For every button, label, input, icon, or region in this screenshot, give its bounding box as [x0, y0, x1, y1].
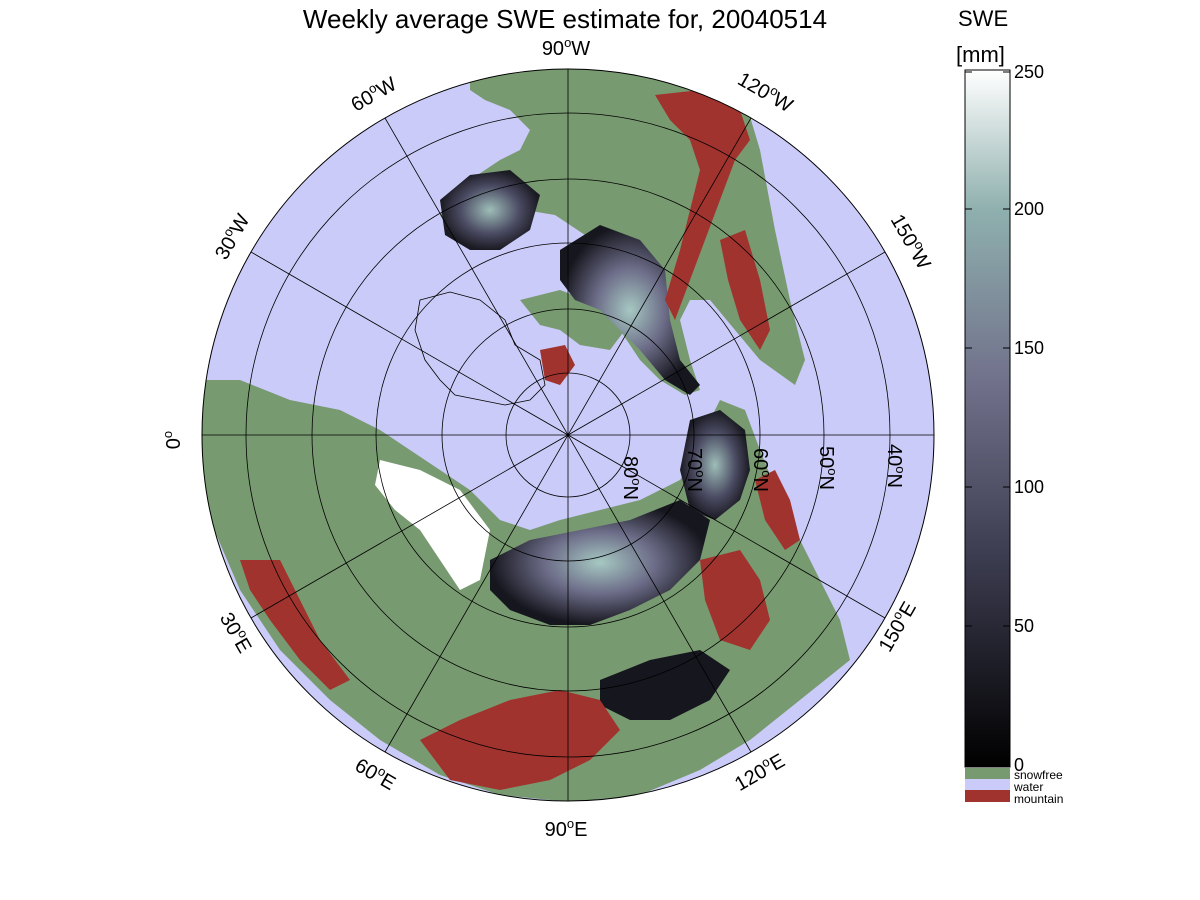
unclassified-snow-patch	[375, 460, 490, 590]
legend-swatch-water	[965, 779, 1010, 790]
legend-label-water: water	[1013, 780, 1043, 794]
lon-label-120w: 120oW	[734, 66, 798, 117]
colorbar-title-line2: [mm]	[956, 42, 1005, 67]
legend-swatch-mountain	[965, 790, 1010, 802]
snow-region-north-america	[440, 170, 540, 250]
lat-label-50n: 50oN	[815, 446, 840, 490]
colorbar-gradient	[964, 69, 1011, 768]
snow-region-alaska	[680, 410, 750, 520]
legend-swatch-snowfree	[965, 768, 1010, 779]
lon-label-90w: 90oW	[542, 35, 590, 60]
colorbar-tick-200: 200	[1014, 199, 1044, 219]
lat-label-40n: 40oN	[883, 444, 908, 488]
mountain-rockies	[655, 90, 750, 320]
colorbar-tick-50: 50	[1014, 616, 1034, 636]
lat-label-80n: 80oN	[619, 456, 644, 500]
latitude-labels: 80oN 70oN 60oN 50oN 40oN	[619, 444, 908, 500]
mountain-east-asia	[700, 550, 770, 650]
meridian-150w-30e	[250, 251, 886, 619]
colorbar-tick-150: 150	[1014, 338, 1044, 358]
mountain-himalaya	[420, 690, 620, 790]
meridians	[202, 69, 934, 801]
ellesmere-island	[540, 345, 575, 385]
colorbar-tick-0: 0	[1014, 755, 1024, 775]
lon-label-30w: 30oW	[209, 209, 255, 263]
snow-region-central-asia	[600, 650, 730, 720]
legend-label-mountain: mountain	[1014, 792, 1063, 806]
snow-region-siberia	[490, 500, 710, 625]
lon-label-150w: 150oW	[886, 209, 937, 273]
map-disk	[202, 69, 934, 801]
lat-label-70n: 70oN	[683, 448, 708, 492]
mountain-kamchatka	[755, 470, 800, 550]
greenland-land	[414, 291, 546, 406]
lon-label-60e: 60oE	[351, 752, 401, 795]
snow-region-canada-east	[560, 225, 700, 395]
legend-label-snowfree: snowfree	[1014, 768, 1063, 782]
mountain-europe	[240, 560, 350, 690]
colorbar: SWE [mm] 0 50 100 150 200 250 snowfree w…	[956, 6, 1063, 806]
colorbar-tick-250: 250	[1014, 62, 1044, 82]
lon-label-0: 0o	[160, 431, 185, 449]
mountain-cascades	[720, 230, 770, 350]
colorbar-title-line1: SWE	[958, 6, 1008, 31]
lon-label-60w: 60oW	[346, 71, 400, 117]
colorbar-tick-100: 100	[1014, 477, 1044, 497]
map-title: Weekly average SWE estimate for, 2004051…	[302, 4, 828, 34]
lon-label-90e: 90oE	[545, 816, 588, 841]
colorbar-ticks	[965, 71, 1010, 766]
lat-label-60n: 60oN	[749, 448, 774, 492]
